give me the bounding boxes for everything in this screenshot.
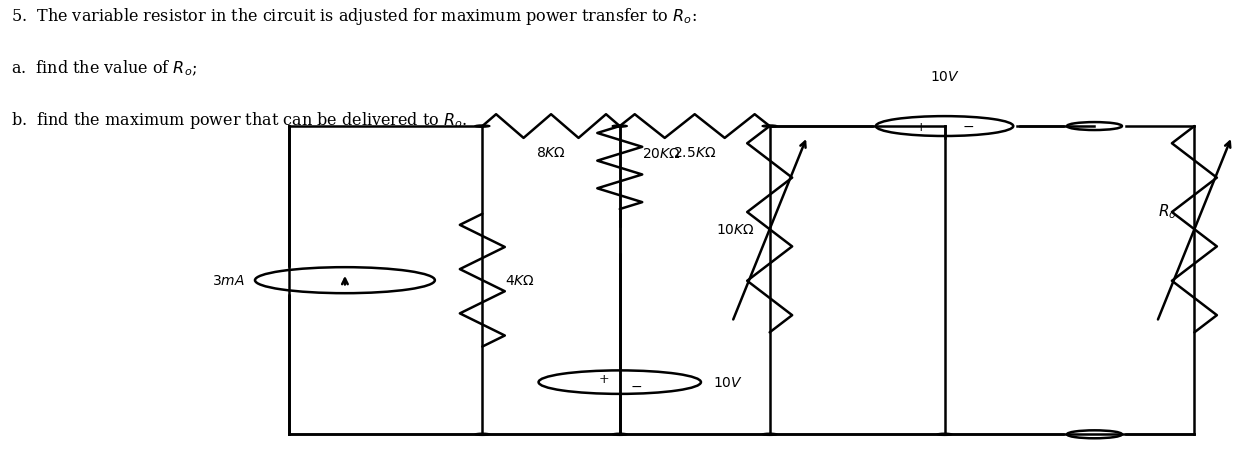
Text: +: + <box>598 372 608 385</box>
Text: $20K\Omega$: $20K\Omega$ <box>642 147 681 161</box>
Ellipse shape <box>475 433 490 436</box>
Text: a.  find the value of $R_o$;: a. find the value of $R_o$; <box>11 58 198 78</box>
Text: $R_o$: $R_o$ <box>1158 201 1177 220</box>
Text: $10K\Omega$: $10K\Omega$ <box>716 223 755 237</box>
Text: $2.5K\Omega$: $2.5K\Omega$ <box>674 146 716 159</box>
Text: 5.  The variable resistor in the circuit is adjusted for maximum power transfer : 5. The variable resistor in the circuit … <box>11 6 697 27</box>
Ellipse shape <box>475 126 490 128</box>
Ellipse shape <box>255 268 434 294</box>
Text: $8K\Omega$: $8K\Omega$ <box>536 146 566 159</box>
Text: $10V$: $10V$ <box>929 70 959 84</box>
Ellipse shape <box>762 433 777 436</box>
Ellipse shape <box>1067 430 1122 438</box>
Ellipse shape <box>936 433 952 436</box>
Text: −: − <box>963 120 974 134</box>
Text: $4K\Omega$: $4K\Omega$ <box>505 274 535 288</box>
Ellipse shape <box>612 126 627 128</box>
Ellipse shape <box>762 126 777 128</box>
Ellipse shape <box>1067 123 1122 131</box>
Text: b.  find the maximum power that can be delivered to $R_o$.: b. find the maximum power that can be de… <box>11 110 468 131</box>
Text: +: + <box>915 120 925 133</box>
Ellipse shape <box>876 117 1013 137</box>
Text: $3mA$: $3mA$ <box>213 274 245 288</box>
Ellipse shape <box>612 433 627 436</box>
Text: $10V$: $10V$ <box>714 376 744 389</box>
Ellipse shape <box>538 371 701 394</box>
Text: −: − <box>630 379 642 394</box>
